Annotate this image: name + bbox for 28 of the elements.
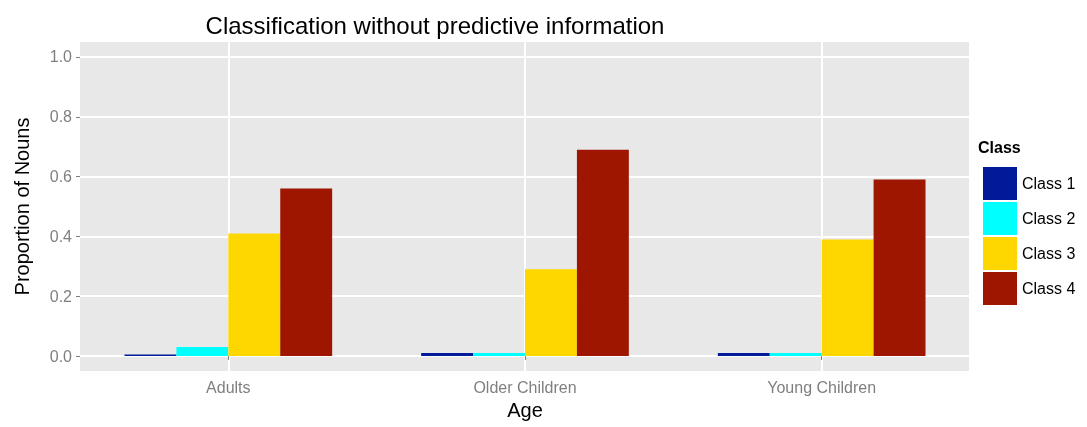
x-tick-label: Young Children <box>767 378 877 396</box>
bar <box>473 353 525 357</box>
bar <box>280 188 333 357</box>
y-tick-label: 0.2 <box>49 287 73 305</box>
y-tick-label: 0.8 <box>49 108 73 126</box>
bar <box>228 233 281 357</box>
legend-label: Class 1 <box>1022 175 1076 192</box>
legend-title: Class <box>978 138 1021 156</box>
bar <box>717 353 770 357</box>
y-tick-label: 0.0 <box>49 347 73 365</box>
bar <box>421 353 474 357</box>
y-tick-label: 1.0 <box>49 48 73 66</box>
legend-label: Class 4 <box>1022 280 1076 297</box>
x-axis-title: Age <box>507 398 543 421</box>
y-tick-label: 0.6 <box>49 168 73 186</box>
bar <box>873 179 926 357</box>
x-tick-label: Adults <box>206 378 251 396</box>
y-tick-label: 0.4 <box>49 227 73 245</box>
legend-label: Class 3 <box>1022 245 1076 262</box>
bar <box>525 269 577 357</box>
legend-label: Class 2 <box>1022 210 1076 227</box>
y-axis-title: Proportion of Nouns <box>11 117 33 296</box>
x-tick-label: Older Children <box>473 378 577 396</box>
chart-title: Classification without predictive information <box>205 11 665 39</box>
bar <box>821 239 874 357</box>
bar <box>176 347 229 357</box>
bar <box>769 353 822 357</box>
bar <box>576 149 629 357</box>
